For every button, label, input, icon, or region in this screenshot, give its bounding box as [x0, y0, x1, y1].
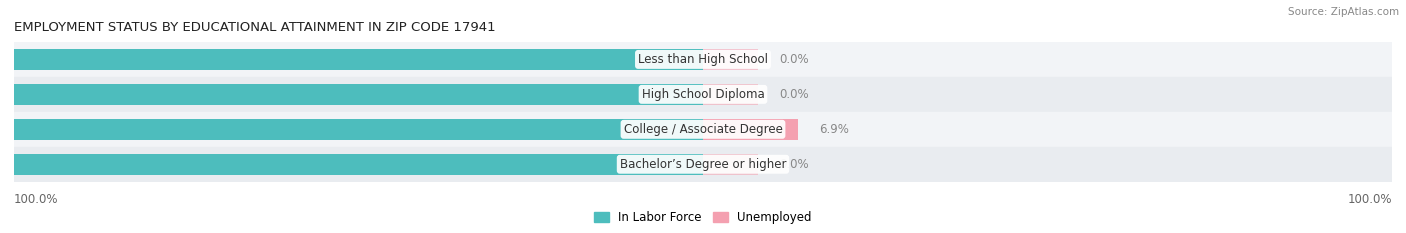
Bar [14, 147, 1392, 182]
Bar [703, 84, 758, 105]
Text: 0.0%: 0.0% [779, 53, 808, 66]
Bar [0, 84, 703, 105]
Text: 0.0%: 0.0% [779, 88, 808, 101]
Text: 100.0%: 100.0% [1347, 193, 1392, 206]
Bar [0, 49, 703, 70]
Text: Source: ZipAtlas.com: Source: ZipAtlas.com [1288, 7, 1399, 17]
Bar [14, 112, 1392, 147]
Text: College / Associate Degree: College / Associate Degree [624, 123, 782, 136]
Bar [703, 49, 758, 70]
Text: EMPLOYMENT STATUS BY EDUCATIONAL ATTAINMENT IN ZIP CODE 17941: EMPLOYMENT STATUS BY EDUCATIONAL ATTAINM… [14, 21, 496, 34]
Bar [14, 42, 1392, 77]
Bar [14, 77, 1392, 112]
Bar [0, 119, 703, 140]
Bar [703, 119, 799, 140]
Text: Bachelor’s Degree or higher: Bachelor’s Degree or higher [620, 158, 786, 171]
Text: 0.0%: 0.0% [779, 158, 808, 171]
Text: High School Diploma: High School Diploma [641, 88, 765, 101]
Legend: In Labor Force, Unemployed: In Labor Force, Unemployed [589, 206, 817, 229]
Bar [0, 154, 703, 175]
Text: Less than High School: Less than High School [638, 53, 768, 66]
Text: 6.9%: 6.9% [818, 123, 849, 136]
Text: 100.0%: 100.0% [14, 193, 59, 206]
Bar [703, 154, 758, 175]
